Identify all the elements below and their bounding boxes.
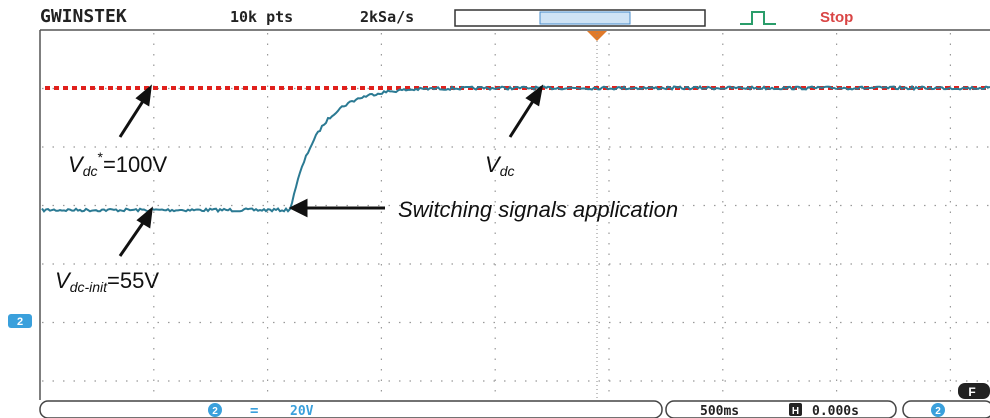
run-status: Stop <box>820 9 853 26</box>
volts-per-div: 20V <box>290 404 314 418</box>
subscript: dc-init <box>70 279 108 295</box>
channel-number: 2 <box>212 406 218 417</box>
memory-window <box>540 12 630 24</box>
function-key: F <box>968 385 975 399</box>
coupling: = <box>250 403 258 418</box>
value-text: =55V <box>107 268 159 293</box>
channel2-number: 2 <box>935 406 941 417</box>
oscilloscope-screen: GWINSTEK 10k pts 2kSa/s Stop 2 Vdc*=100V… <box>0 0 990 418</box>
subscript: dc <box>83 163 98 179</box>
h-icon: H <box>792 406 799 417</box>
memory-depth: 10k pts <box>230 8 293 26</box>
sample-rate: 2kSa/s <box>360 8 414 26</box>
value-text: =100V <box>103 152 168 177</box>
brand: GWINSTEK <box>40 6 127 27</box>
channel-marker-label: 2 <box>17 316 23 328</box>
position: 0.000s <box>812 404 859 418</box>
event-label: Switching signals application <box>398 197 678 222</box>
timebase: 500ms <box>700 404 739 418</box>
subscript: dc <box>500 163 515 179</box>
